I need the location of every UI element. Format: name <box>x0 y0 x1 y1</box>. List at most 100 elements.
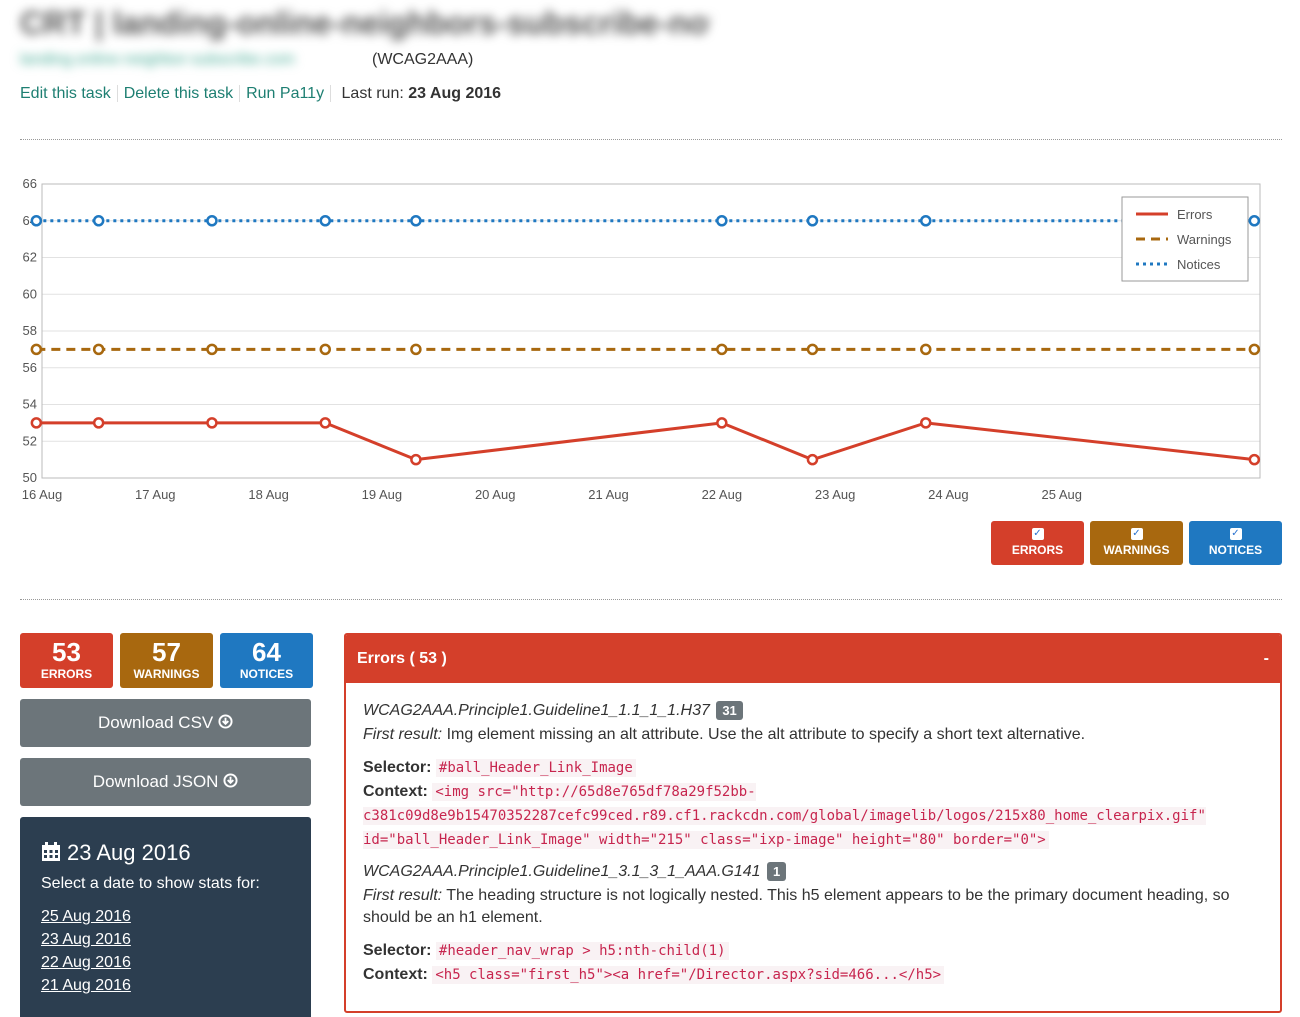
selector-row: Selector: #ball_Header_Link_Image <box>363 756 1263 780</box>
context-row: Context: <h5 class="first_h5"><a href="/… <box>363 963 1263 987</box>
data-point-notices[interactable] <box>1248 215 1261 227</box>
last-run-label: Last run: <box>341 85 404 102</box>
legend-label-warnings: Warnings <box>1177 232 1232 247</box>
selector-row: Selector: #header_nav_wrap > h5:nth-chil… <box>363 939 1263 963</box>
errors-panel-title: Errors ( 53 ) <box>357 650 447 667</box>
date-link[interactable]: 21 Aug 2016 <box>41 977 131 994</box>
data-point-errors[interactable] <box>30 417 43 429</box>
data-point-notices[interactable] <box>806 215 819 227</box>
data-point-notices[interactable] <box>319 215 332 227</box>
last-run-value: 23 Aug 2016 <box>408 85 502 102</box>
warnings-count-value: 57 <box>152 637 181 667</box>
plot-frame <box>41 183 1261 479</box>
data-point-warnings[interactable] <box>920 343 932 356</box>
y-tick-label: 52 <box>23 433 37 448</box>
x-tick-label: 19 Aug <box>362 487 403 502</box>
data-point-warnings[interactable] <box>1248 343 1261 356</box>
legend-label-notices: Notices <box>1177 257 1221 272</box>
download-json-label: Download JSON <box>92 772 219 791</box>
date-link[interactable]: 23 Aug 2016 <box>41 931 131 948</box>
toggle-warnings-button[interactable]: ✓ WARNINGS <box>1090 521 1183 565</box>
date-selector-panel: 23 Aug 2016 Select a date to show stats … <box>20 817 311 1017</box>
task-title: CRT | landing-online-neighbors-subscribe… <box>20 5 710 41</box>
x-tick-label: 18 Aug <box>248 487 289 502</box>
y-tick-label: 50 <box>23 470 37 485</box>
context-label: Context: <box>363 783 428 800</box>
first-result-label: First result: <box>363 726 443 743</box>
selector-code: #header_nav_wrap > h5:nth-child(1) <box>435 942 729 960</box>
data-point-notices[interactable] <box>30 215 43 227</box>
y-tick-label: 56 <box>23 360 37 375</box>
y-tick-label: 58 <box>23 323 37 338</box>
errors-panel: Errors ( 53 ) - WCAG2AAA.Principle1.Guid… <box>344 633 1282 1013</box>
context-code: <h5 class="first_h5"><a href="/Director.… <box>432 966 945 984</box>
data-point-warnings[interactable] <box>30 343 43 356</box>
legend-label-errors: Errors <box>1177 207 1213 222</box>
errors-count[interactable]: 53 ERRORS <box>20 633 113 688</box>
task-standard: (WCAG2AAA) <box>372 51 474 68</box>
task-url-line: landing.online-neighbor-subscribe.com (WC… <box>20 49 473 71</box>
data-point-errors[interactable] <box>206 417 218 429</box>
download-circle-icon <box>223 773 238 788</box>
task-url[interactable]: landing.online-neighbor-subscribe.com <box>20 51 295 68</box>
errors-panel-header[interactable]: Errors ( 53 ) - <box>346 635 1280 683</box>
edit-task-link[interactable]: Edit this task <box>20 85 118 102</box>
x-tick-label: 17 Aug <box>135 487 176 502</box>
context-code: <img src="http://65d8e765df78a29f52bb-c3… <box>363 783 1206 849</box>
date-link[interactable]: 22 Aug 2016 <box>41 954 131 971</box>
notices-count[interactable]: 64 NOTICES <box>220 633 313 688</box>
data-point-errors[interactable] <box>410 453 422 466</box>
data-point-errors[interactable] <box>92 417 105 429</box>
errors-count-label: ERRORS <box>40 667 93 681</box>
date-link[interactable]: 25 Aug 2016 <box>41 908 131 925</box>
data-point-warnings[interactable] <box>319 343 332 356</box>
rule-code: WCAG2AAA.Principle1.Guideline1_3.1_3_1_A… <box>363 863 761 880</box>
download-json-button[interactable]: Download JSON <box>20 758 311 806</box>
warnings-count[interactable]: 57 WARNINGS <box>120 633 213 688</box>
task-actions: Edit this task Delete this task Run Pa11y … <box>20 82 501 106</box>
data-point-warnings[interactable] <box>716 343 728 356</box>
x-tick-label: 25 Aug <box>1041 487 1082 502</box>
data-point-notices[interactable] <box>920 215 932 227</box>
data-point-warnings[interactable] <box>92 343 105 356</box>
data-point-errors[interactable] <box>1248 453 1261 466</box>
chart-legend: Errors Warnings Notices <box>1121 196 1249 282</box>
data-point-errors[interactable] <box>920 417 932 429</box>
toggle-errors-label: ERRORS <box>1011 543 1064 557</box>
data-point-errors[interactable] <box>716 417 728 429</box>
notices-count-value: 64 <box>252 637 281 667</box>
data-point-notices[interactable] <box>410 215 422 227</box>
toggle-notices-label: NOTICES <box>1208 543 1263 557</box>
checkbox-checked-icon[interactable]: ✓ <box>1031 528 1044 540</box>
checkbox-checked-icon[interactable]: ✓ <box>1130 528 1143 540</box>
occurrence-count-badge: 31 <box>716 701 743 720</box>
download-csv-button[interactable]: Download CSV <box>20 699 311 747</box>
download-csv-label: Download CSV <box>97 713 214 732</box>
toggle-errors-button[interactable]: ✓ ERRORS <box>991 521 1084 565</box>
run-pa11y-link[interactable]: Run Pa11y <box>246 85 332 102</box>
x-tick-label: 23 Aug <box>815 487 856 502</box>
data-point-errors[interactable] <box>806 453 819 466</box>
delete-task-link[interactable]: Delete this task <box>123 85 241 102</box>
selector-label: Selector: <box>363 759 432 776</box>
data-point-notices[interactable] <box>716 215 728 227</box>
warnings-count-label: WARNINGS <box>133 667 200 681</box>
error-result: WCAG2AAA.Principle1.Guideline1_1.1_1_1.H… <box>363 701 1263 852</box>
data-point-warnings[interactable] <box>806 343 819 356</box>
first-result-label: First result: <box>363 887 443 904</box>
data-point-warnings[interactable] <box>206 343 218 356</box>
first-result: First result: The heading structure is n… <box>363 885 1263 929</box>
checkbox-checked-icon[interactable]: ✓ <box>1229 528 1242 540</box>
calendar-icon <box>42 842 60 861</box>
data-point-warnings[interactable] <box>410 343 422 356</box>
collapse-button[interactable]: - <box>1263 650 1269 667</box>
toggle-notices-button[interactable]: ✓ NOTICES <box>1189 521 1282 565</box>
first-result-text: Img element missing an alt attribute. Us… <box>446 726 1086 743</box>
result-counts: 53 ERRORS 57 WARNINGS 64 NOTICES <box>20 633 313 688</box>
selected-date-heading: 23 Aug 2016 <box>41 839 311 867</box>
selected-date: 23 Aug 2016 <box>67 840 191 865</box>
data-point-notices[interactable] <box>206 215 218 227</box>
toggle-warnings-label: WARNINGS <box>1103 543 1170 557</box>
data-point-errors[interactable] <box>319 417 332 429</box>
data-point-notices[interactable] <box>92 215 105 227</box>
